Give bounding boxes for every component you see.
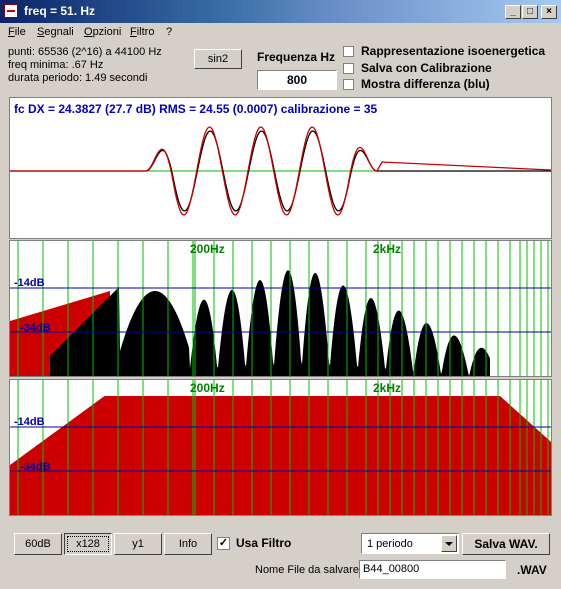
label-differenza: Mostra differenza (blu): [361, 77, 490, 91]
spectrum-plot-2: 200Hz 2kHz -14dB -34dB: [10, 380, 551, 515]
marker-2khz: 2kHz: [373, 381, 401, 395]
filename-input[interactable]: B44_00800: [359, 560, 506, 579]
y1-button[interactable]: y1: [114, 533, 162, 555]
frequency-label: Frequenza Hz: [257, 50, 336, 64]
label-calibrazione: Salva con Calibrazione: [361, 61, 492, 75]
spectrum-panel-1[interactable]: 200Hz 2kHz -14dB -34dB: [9, 240, 552, 377]
level-label-14db: -14dB: [14, 416, 45, 428]
level-label-14db: -14dB: [14, 277, 45, 289]
spectrum-black-area: [50, 270, 490, 376]
file-extension: .WAV: [517, 563, 547, 577]
period-select-value: 1 periodo: [367, 538, 413, 550]
menu-help[interactable]: ?: [166, 26, 173, 38]
checkbox-differenza[interactable]: [343, 79, 354, 90]
waveform-plot: fc DX = 24.3827 (27.7 dB) RMS = 24.55 (0…: [10, 102, 551, 216]
checkbox-calibrazione[interactable]: [343, 63, 354, 74]
menu-segnali[interactable]: Segnali: [37, 26, 74, 38]
waveform-black-trace: [10, 130, 551, 212]
spectrum-panel-2[interactable]: 200Hz 2kHz -14dB -34dB: [9, 379, 552, 516]
waveform-red-trace: [10, 126, 551, 216]
app-icon[interactable]: [4, 4, 18, 18]
marker-2khz: 2kHz: [373, 242, 401, 256]
menu-bar: File Segnali Opzioni Filtro ?: [0, 23, 561, 41]
minimize-button[interactable]: _: [505, 5, 521, 19]
marker-200hz: 200Hz: [190, 381, 225, 395]
period-select[interactable]: 1 periodo: [361, 533, 459, 554]
menu-opzioni[interactable]: Opzioni: [84, 26, 122, 38]
window-title: freq = 51. Hz: [24, 4, 96, 18]
waveform-panel[interactable]: fc DX = 24.3827 (27.7 dB) RMS = 24.55 (0…: [9, 97, 552, 239]
60db-button[interactable]: 60dB: [14, 533, 62, 555]
maximize-button[interactable]: □: [522, 5, 538, 19]
marker-200hz: 200Hz: [190, 242, 225, 256]
waveform-header: fc DX = 24.3827 (27.7 dB) RMS = 24.55 (0…: [14, 102, 378, 116]
spectrum-plot-1: 200Hz 2kHz -14dB -34dB: [10, 241, 551, 376]
frequency-input[interactable]: 800: [257, 70, 337, 90]
dropdown-arrow-button[interactable]: [441, 535, 457, 552]
x128-button[interactable]: x128: [64, 533, 112, 555]
level-label-34db: -34dB: [20, 461, 51, 473]
save-wav-button[interactable]: Salva WAV.: [462, 533, 550, 555]
close-button[interactable]: ×: [541, 5, 557, 19]
info-points: punti: 65536 (2^16) a 44100 Hz: [8, 46, 162, 58]
usa-filtro-label: Usa Filtro: [236, 536, 292, 550]
info-period: durata periodo: 1.49 secondi: [8, 72, 148, 84]
info-button[interactable]: Info: [164, 533, 212, 555]
filename-label: Nome File da salvare: [255, 564, 359, 576]
menu-filtro[interactable]: Filtro: [130, 26, 155, 38]
checkbox-isoenergetica[interactable]: [343, 46, 354, 57]
usa-filtro-checkbox[interactable]: ✓: [217, 537, 230, 550]
title-bar[interactable]: freq = 51. Hz _ □ ×: [0, 0, 561, 23]
sin2-button[interactable]: sin2: [194, 49, 242, 69]
label-isoenergetica: Rappresentazione isoenergetica: [361, 44, 546, 58]
chevron-down-icon: [445, 542, 453, 546]
level-label-34db: -34dB: [20, 322, 51, 334]
menu-file[interactable]: File: [8, 26, 26, 38]
spectrum-red-area: [10, 396, 551, 515]
info-min-freq: freq minima: .67 Hz: [8, 59, 104, 71]
